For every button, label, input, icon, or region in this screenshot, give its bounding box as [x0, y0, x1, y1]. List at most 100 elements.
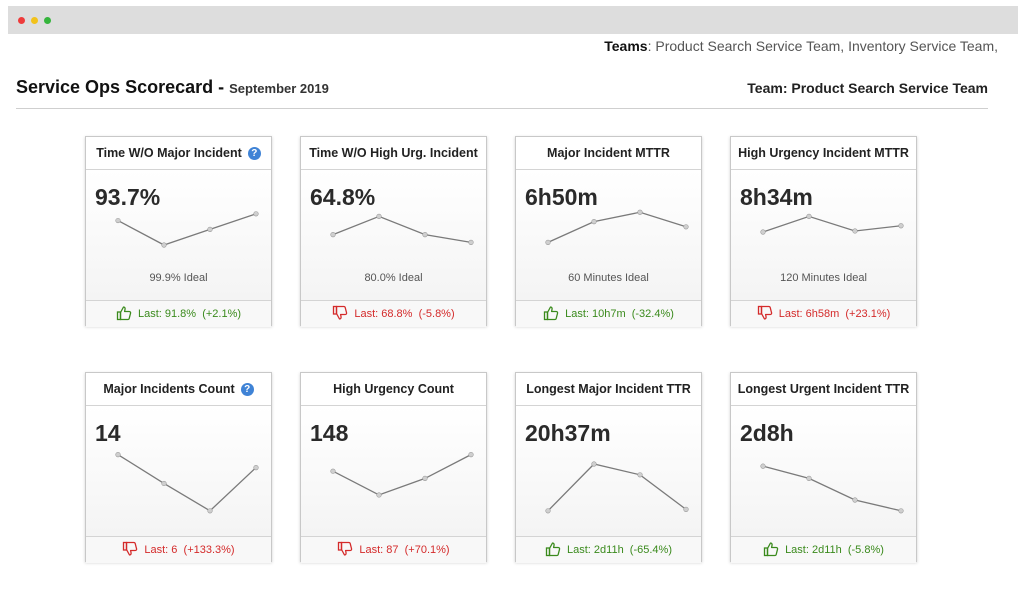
selected-team: Team: Product Search Service Team	[747, 80, 988, 96]
sparkline-chart	[760, 463, 904, 514]
sparkline-point[interactable]	[468, 452, 474, 458]
thumbs-up-icon	[543, 305, 559, 324]
sparkline-point[interactable]	[115, 452, 121, 458]
metric-card-body: 93.7% 99.9% Ideal	[86, 170, 271, 300]
sparkline-point[interactable]	[760, 463, 766, 469]
metric-last-value: Last: 2d11h (-5.8%)	[785, 544, 884, 556]
metric-card-header: Longest Urgent Incident TTR	[731, 373, 916, 406]
metric-card-body: 2d8h	[731, 406, 916, 536]
sparkline-chart	[545, 209, 689, 245]
sparkline-point[interactable]	[683, 224, 689, 230]
sparkline-chart	[115, 211, 259, 248]
metric-value: 6h50m	[525, 184, 598, 210]
sparkline-point[interactable]	[376, 213, 382, 220]
metric-card-header: High Urgency Count	[301, 373, 486, 406]
page-title: Service Ops Scorecard - September 2019	[16, 77, 329, 98]
metric-card[interactable]: High Urgency Incident MTTR 8h34m 120 Minut…	[730, 136, 917, 327]
sparkline-point[interactable]	[161, 242, 167, 248]
sparkline-point[interactable]	[207, 508, 213, 514]
sparkline-chart	[115, 452, 259, 514]
sparkline-line	[762, 465, 902, 512]
metric-card[interactable]: Time W/O High Urg. Incident 64.8% 80.0% Id…	[300, 136, 487, 327]
metric-card-title: Major Incident MTTR	[547, 146, 670, 160]
help-icon[interactable]: ?	[247, 146, 261, 160]
sparkline-point[interactable]	[806, 475, 812, 481]
metric-card[interactable]: Major Incidents Count? 14 Last: 6 (+133.3%…	[85, 372, 272, 563]
sparkline-point[interactable]	[330, 231, 336, 238]
metric-card-title: Major Incidents Count	[103, 382, 235, 396]
sparkline-point[interactable]	[637, 209, 643, 215]
sparkline-point[interactable]	[852, 228, 858, 234]
sparkline-point[interactable]	[545, 508, 551, 514]
metric-value: 8h34m	[740, 184, 813, 210]
sparkline-point[interactable]	[161, 480, 167, 487]
metric-card-header: Major Incidents Count?	[86, 373, 271, 406]
metric-card-body: 14	[86, 406, 271, 536]
sparkline-point[interactable]	[591, 461, 597, 467]
sparkline-point[interactable]	[545, 239, 551, 245]
sparkline-line	[547, 463, 687, 512]
metric-card-body: 20h37m	[516, 406, 701, 536]
sparkline-point[interactable]	[852, 497, 858, 503]
window-titlebar	[8, 6, 1018, 34]
sparkline-point[interactable]	[683, 506, 689, 512]
sparkline-point[interactable]	[376, 492, 382, 498]
metric-card-title: Longest Major Incident TTR	[526, 382, 691, 396]
metric-card-title: Time W/O High Urg. Incident	[309, 146, 478, 160]
metric-card-title: Time W/O Major Incident	[96, 146, 242, 160]
metric-ideal: 120 Minutes Ideal	[780, 272, 867, 284]
sparkline-point[interactable]	[253, 464, 259, 471]
header-divider	[16, 108, 988, 109]
metric-last-value: Last: 6h58m (+23.1%)	[778, 308, 891, 320]
sparkline-point[interactable]	[422, 475, 428, 481]
sparkline-chart	[545, 461, 689, 514]
sparkline-point[interactable]	[207, 226, 213, 233]
metric-card[interactable]: Major Incident MTTR 6h50m 60 Minutes Ideal…	[515, 136, 702, 327]
teams-separator: :	[647, 38, 652, 54]
close-dot-icon[interactable]	[18, 17, 25, 24]
metric-comparison: Last: 6 (+133.3%)	[86, 536, 271, 563]
metric-last-value: Last: 6 (+133.3%)	[144, 544, 235, 556]
sparkline-point[interactable]	[898, 223, 904, 229]
sparkline-point[interactable]	[422, 231, 428, 238]
sparkline-point[interactable]	[115, 217, 121, 224]
sparkline-point[interactable]	[806, 213, 812, 220]
teams-line: Teams: Product Search Service Team, Inve…	[604, 38, 998, 54]
minimize-dot-icon[interactable]	[31, 17, 38, 24]
metric-comparison: Last: 2d11h (-65.4%)	[516, 536, 701, 563]
sparkline-point[interactable]	[330, 468, 336, 474]
sparkline-point[interactable]	[591, 218, 597, 225]
metric-comparison: Last: 2d11h (-5.8%)	[731, 536, 916, 563]
metric-value: 148	[310, 420, 349, 446]
metric-value: 14	[95, 420, 121, 446]
thumbs-up-icon	[116, 305, 132, 324]
metric-comparison: Last: 91.8% (+2.1%)	[86, 300, 271, 327]
sparkline-line	[117, 213, 257, 246]
help-icon[interactable]: ?	[240, 382, 254, 396]
metric-card[interactable]: High Urgency Count 148 Last: 87 (+70.1%)	[300, 372, 487, 563]
metric-card-header: Time W/O High Urg. Incident	[301, 137, 486, 170]
thumbs-down-icon	[757, 305, 773, 324]
metric-last-value: Last: 2d11h (-65.4%)	[567, 544, 672, 556]
thumbs-down-icon	[332, 305, 348, 324]
metric-value: 20h37m	[525, 420, 611, 446]
sparkline-line	[332, 215, 472, 244]
metric-card[interactable]: Time W/O Major Incident? 93.7% 99.9% Ideal…	[85, 136, 272, 327]
sparkline-chart	[330, 452, 474, 498]
sparkline-point[interactable]	[468, 239, 474, 245]
metric-card-body: 8h34m 120 Minutes Ideal	[731, 170, 916, 300]
sparkline-point[interactable]	[898, 508, 904, 514]
metric-card[interactable]: Longest Urgent Incident TTR 2d8h Last: 2d1…	[730, 372, 917, 563]
sparkline-point[interactable]	[760, 229, 766, 235]
metric-comparison: Last: 68.8% (-5.8%)	[301, 300, 486, 327]
sparkline-line	[762, 215, 902, 233]
maximize-dot-icon[interactable]	[44, 17, 51, 24]
metric-comparison: Last: 87 (+70.1%)	[301, 536, 486, 563]
sparkline-point[interactable]	[637, 472, 643, 478]
metric-last-value: Last: 87 (+70.1%)	[359, 544, 450, 556]
sparkline-point[interactable]	[253, 211, 259, 217]
teams-value: Product Search Service Team, Inventory S…	[651, 38, 998, 54]
metric-comparison: Last: 6h58m (+23.1%)	[731, 300, 916, 327]
teams-label: Teams	[604, 38, 648, 54]
metric-card[interactable]: Longest Major Incident TTR 20h37m Last: 2d…	[515, 372, 702, 563]
